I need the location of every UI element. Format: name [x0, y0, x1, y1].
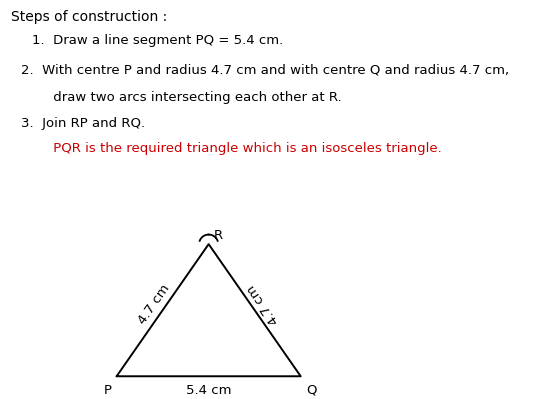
Text: 4.7 cm: 4.7 cm	[135, 282, 172, 326]
Text: P: P	[103, 384, 111, 397]
Text: 3.  Join RP and RQ.: 3. Join RP and RQ.	[21, 117, 146, 130]
Text: 1.  Draw a line segment PQ = 5.4 cm.: 1. Draw a line segment PQ = 5.4 cm.	[32, 34, 284, 47]
Text: 5.4 cm: 5.4 cm	[186, 384, 232, 397]
Text: 2.  With centre P and radius 4.7 cm and with centre Q and radius 4.7 cm,: 2. With centre P and radius 4.7 cm and w…	[21, 64, 509, 77]
Text: draw two arcs intersecting each other at R.: draw two arcs intersecting each other at…	[32, 91, 342, 104]
Text: Q: Q	[306, 384, 316, 397]
Text: 4.7 cm: 4.7 cm	[245, 282, 282, 326]
Text: PQR is the required triangle which is an isosceles triangle.: PQR is the required triangle which is an…	[32, 142, 442, 156]
Text: R: R	[214, 229, 223, 242]
Text: Steps of construction :: Steps of construction :	[11, 10, 167, 24]
